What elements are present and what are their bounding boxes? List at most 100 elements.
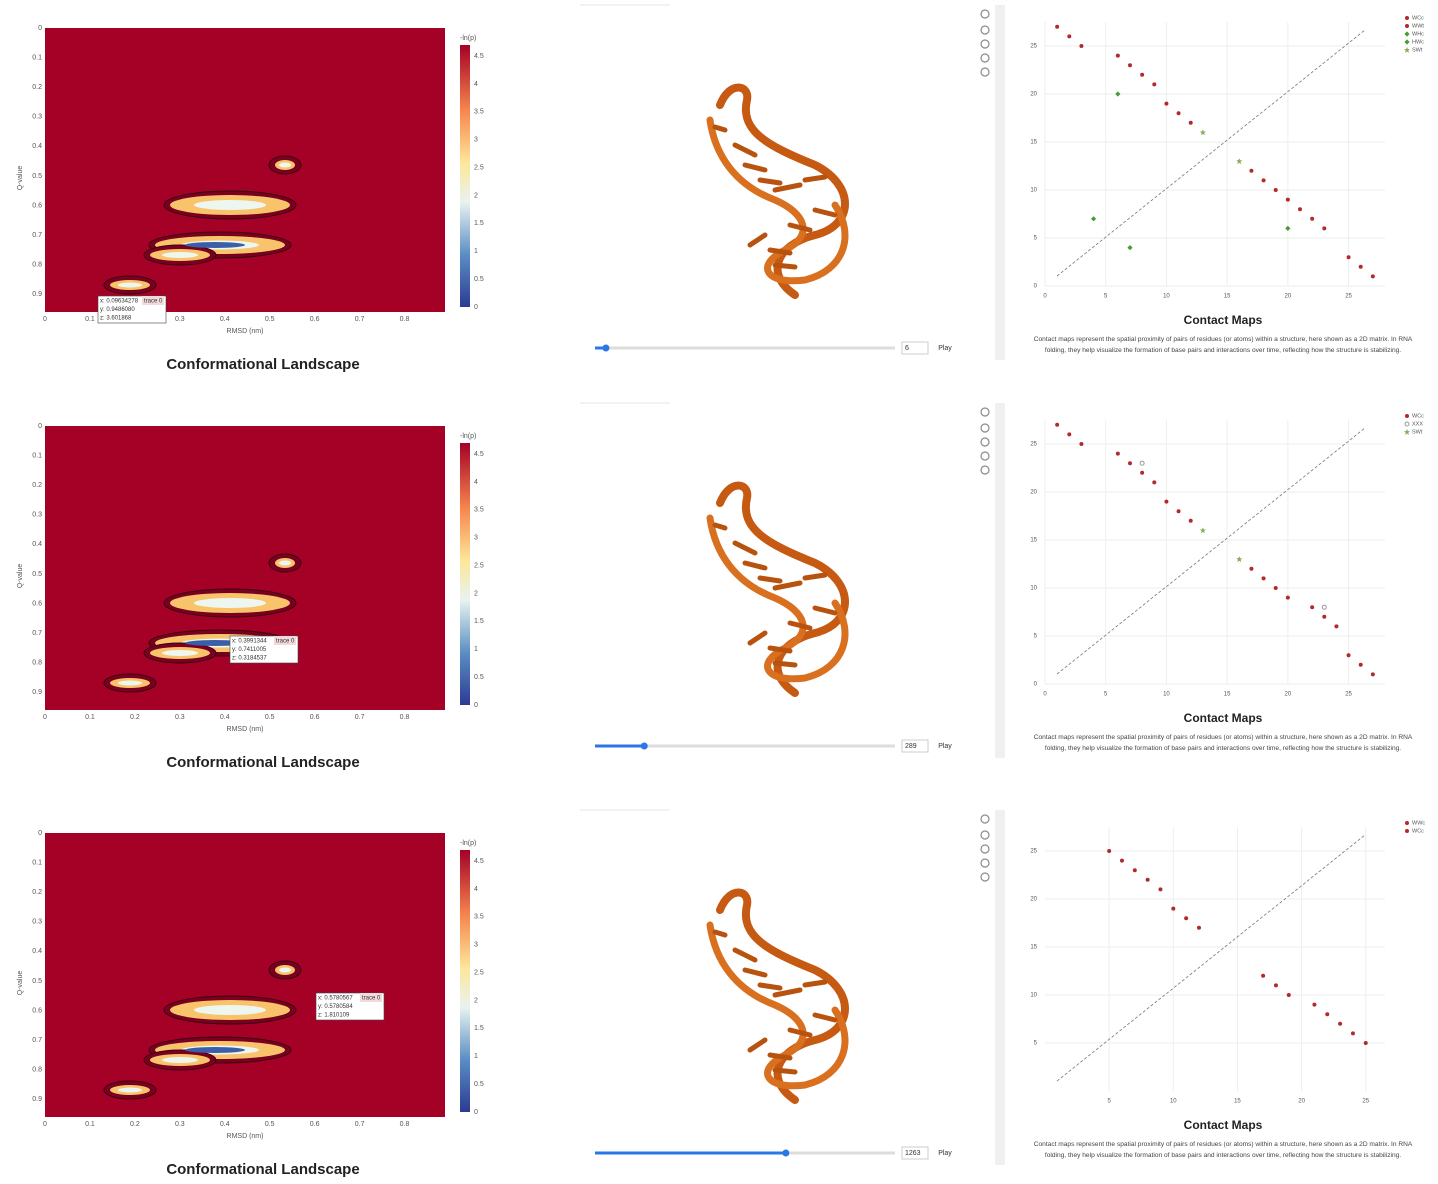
rna-structure	[710, 486, 845, 694]
play-button[interactable]: Play	[938, 1150, 952, 1157]
y-tick-label: 0.6	[32, 600, 42, 607]
y-tick-label: 0.8	[32, 262, 42, 269]
chart-title: Conformational Landscape	[166, 754, 359, 771]
toolbar-icon[interactable]	[981, 54, 989, 62]
heatmap-region	[194, 598, 266, 608]
legend-label[interactable]: WCc	[1412, 413, 1424, 419]
legend-label[interactable]: WWc	[1412, 820, 1425, 826]
y-tick-label: 5	[1034, 634, 1038, 640]
colorbar	[460, 45, 470, 307]
point	[1128, 63, 1132, 67]
y-axis-label: Q-value	[17, 166, 24, 191]
legend-label[interactable]: SWt	[1412, 47, 1423, 53]
point	[1286, 596, 1290, 600]
x-axis-label: RMSD (nm)	[227, 726, 264, 733]
y-tick-label: 0.6	[32, 1007, 42, 1014]
legend-label[interactable]: SWt	[1412, 429, 1423, 435]
x-tick-label: 0	[43, 316, 47, 323]
colorbar-tick-label: 0.5	[474, 276, 484, 283]
legend-label[interactable]: WHc	[1412, 31, 1424, 37]
heatmap-region	[279, 561, 291, 566]
legend-label[interactable]: WWt	[1412, 23, 1424, 29]
legend-label[interactable]: WCc	[1412, 828, 1424, 834]
point	[1249, 169, 1253, 173]
colorbar-tick-label: 1	[474, 1053, 478, 1060]
x-tick-label: 0.7	[355, 316, 365, 323]
toolbar-icon[interactable]	[981, 424, 989, 432]
colorbar-tick-label: 3.5	[474, 507, 484, 514]
slider-thumb[interactable]	[641, 743, 648, 750]
toolbar-icon[interactable]	[981, 452, 989, 460]
tooltip-trace: trace 0	[362, 996, 381, 1002]
x-tick-label: 0.4	[220, 1121, 230, 1128]
legend-label[interactable]: HWc	[1412, 39, 1424, 45]
colorbar-title: -ln(p)	[460, 433, 476, 440]
toolbar-icon[interactable]	[981, 815, 989, 823]
point	[1359, 663, 1363, 667]
toolbar-icon[interactable]	[981, 466, 989, 474]
point	[1140, 461, 1144, 465]
x-tick-label: 0.5	[265, 1121, 275, 1128]
point	[1236, 556, 1242, 562]
point	[1249, 567, 1253, 571]
x-tick-label: 20	[1285, 294, 1292, 300]
x-tick-label: 5	[1107, 1099, 1111, 1105]
x-tick-label: 0.1	[85, 1121, 95, 1128]
tooltip-line: z: 0.3184537	[232, 656, 267, 662]
y-tick-label: 0.2	[32, 889, 42, 896]
frame-value: 1263	[905, 1150, 921, 1157]
y-tick-label: 0.7	[32, 1037, 42, 1044]
tooltip-line: y: 0.5780584	[318, 1004, 353, 1010]
x-tick-label: 25	[1345, 692, 1352, 698]
toolbar-icon[interactable]	[981, 10, 989, 18]
point	[1107, 849, 1111, 853]
point	[1334, 624, 1338, 628]
toolbar-icon[interactable]	[981, 40, 989, 48]
legend-label[interactable]: WCc	[1412, 15, 1424, 21]
colorbar-tick-label: 0	[474, 702, 478, 709]
play-button[interactable]: Play	[938, 345, 952, 352]
x-tick-label: 0.6	[310, 316, 320, 323]
x-tick-label: 20	[1298, 1099, 1305, 1105]
x-tick-label: 0.7	[355, 1121, 365, 1128]
legend-marker	[1405, 16, 1409, 20]
heatmap-region	[279, 968, 291, 973]
y-axis-label: Q-value	[17, 971, 24, 996]
legend-marker	[1404, 39, 1409, 44]
legend-marker	[1405, 24, 1409, 28]
x-tick-label: 0.3	[175, 714, 185, 721]
point	[1236, 158, 1242, 164]
y-tick-label: 0.5	[32, 978, 42, 985]
tooltip-line: y: 0.7411005	[232, 647, 267, 653]
colorbar-tick-label: 3.5	[474, 914, 484, 921]
x-tick-label: 0	[43, 1121, 47, 1128]
point	[1261, 974, 1265, 978]
toolbar-icon[interactable]	[981, 859, 989, 867]
x-tick-label: 0.4	[220, 316, 230, 323]
rna-structure	[710, 893, 845, 1101]
x-tick-label: 0	[1043, 692, 1047, 698]
colorbar-tick-label: 2.5	[474, 562, 484, 569]
slider-thumb[interactable]	[602, 345, 609, 352]
toolbar-icon[interactable]	[981, 68, 989, 76]
slider-thumb[interactable]	[782, 1150, 789, 1157]
x-tick-label: 0.3	[175, 316, 185, 323]
heatmap-region	[118, 1088, 142, 1093]
description: folding, they help visualize the formati…	[1045, 745, 1401, 752]
y-tick-label: 25	[1030, 849, 1037, 855]
y-tick-label: 0.6	[32, 202, 42, 209]
tooltip-line: y: 0.9486080	[100, 307, 135, 313]
x-tick-label: 0.8	[400, 714, 410, 721]
toolbar-icon[interactable]	[981, 26, 989, 34]
toolbar-icon[interactable]	[981, 845, 989, 853]
toolbar-icon[interactable]	[981, 438, 989, 446]
play-button[interactable]: Play	[938, 743, 952, 750]
y-tick-label: 0.8	[32, 1067, 42, 1074]
legend-label[interactable]: XXX	[1412, 421, 1423, 427]
toolbar-icon[interactable]	[981, 408, 989, 416]
toolbar-icon[interactable]	[981, 831, 989, 839]
y-tick-label: 0.9	[32, 689, 42, 696]
point	[1079, 44, 1083, 48]
heatmap-region	[279, 163, 291, 168]
toolbar-icon[interactable]	[981, 873, 989, 881]
